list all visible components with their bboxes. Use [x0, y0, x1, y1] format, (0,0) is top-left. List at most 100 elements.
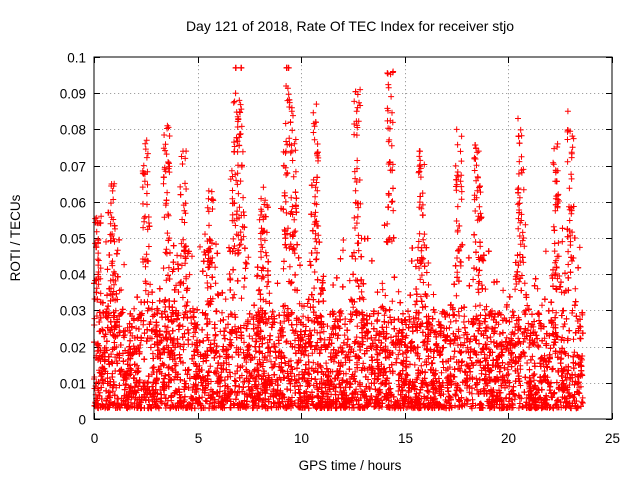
data-point — [231, 291, 238, 298]
data-point — [347, 381, 354, 388]
data-point — [559, 238, 566, 245]
data-point — [518, 395, 525, 402]
data-point — [430, 291, 437, 298]
data-point — [294, 332, 301, 339]
data-point — [240, 194, 247, 201]
data-point — [435, 318, 442, 325]
data-point — [576, 244, 583, 251]
data-point — [341, 332, 348, 339]
data-point — [447, 318, 454, 325]
data-point — [300, 313, 307, 320]
data-point — [503, 394, 510, 401]
data-point — [322, 346, 329, 353]
data-point — [504, 366, 511, 373]
data-point — [280, 265, 287, 272]
data-point — [291, 373, 298, 380]
data-point — [334, 335, 341, 342]
data-point — [135, 365, 142, 372]
data-point — [212, 264, 219, 271]
data-point — [305, 370, 311, 377]
data-point — [574, 380, 581, 387]
data-point — [353, 334, 360, 341]
data-point — [500, 287, 507, 294]
data-point — [468, 390, 475, 397]
data-point — [263, 252, 270, 259]
data-point — [516, 355, 523, 362]
data-point — [229, 211, 236, 218]
y-tick-label: 0.09 — [60, 87, 86, 102]
data-point — [324, 323, 331, 330]
y-tick-labels: 00.010.020.030.040.050.060.070.080.090.1 — [60, 51, 87, 428]
data-point — [197, 243, 203, 250]
data-point — [560, 323, 567, 330]
data-point — [311, 285, 318, 292]
data-point — [440, 391, 447, 398]
data-point — [472, 303, 479, 310]
data-point — [179, 294, 186, 301]
data-point — [382, 292, 389, 299]
y-axis-label: ROTI / TECUs — [8, 194, 23, 281]
data-point — [515, 405, 522, 411]
data-point — [526, 344, 533, 351]
data-point — [425, 281, 432, 288]
data-point — [231, 98, 238, 105]
data-point — [226, 271, 233, 277]
data-point — [94, 256, 101, 263]
data-point — [481, 306, 488, 313]
data-point — [281, 318, 288, 325]
data-point — [529, 353, 536, 360]
chart-title: Day 121 of 2018, Rate Of TEC Index for r… — [186, 18, 514, 34]
data-point — [511, 330, 518, 337]
data-point — [389, 298, 396, 305]
data-point — [352, 255, 359, 262]
data-point — [495, 353, 502, 360]
data-point — [312, 184, 319, 191]
data-point — [521, 280, 528, 287]
data-point — [156, 285, 163, 292]
data-point — [558, 355, 565, 362]
data-point — [524, 302, 531, 309]
data-point — [460, 319, 467, 325]
data-point — [229, 354, 236, 361]
data-point — [148, 335, 155, 342]
data-point — [271, 344, 278, 351]
data-point — [396, 347, 403, 354]
data-point — [534, 285, 541, 292]
y-tick-label: 0.08 — [60, 123, 86, 138]
data-point — [470, 276, 477, 283]
data-point — [121, 261, 128, 268]
data-point — [446, 324, 453, 331]
data-point — [535, 344, 542, 351]
data-point — [200, 358, 207, 365]
y-tick-label: 0.01 — [60, 377, 86, 392]
data-point — [416, 389, 423, 396]
data-point — [577, 383, 584, 390]
y-tick-label: 0 — [78, 413, 86, 428]
data-point — [342, 316, 349, 322]
data-point — [522, 307, 529, 314]
data-point — [360, 360, 367, 367]
data-point — [291, 250, 298, 257]
data-point — [103, 344, 109, 351]
data-point — [242, 259, 249, 266]
data-point — [283, 338, 290, 345]
data-point — [112, 354, 119, 361]
data-point — [464, 344, 471, 351]
data-point — [338, 391, 345, 398]
data-point — [572, 285, 579, 292]
data-point — [180, 236, 187, 243]
data-point — [473, 375, 480, 382]
data-point — [524, 360, 531, 366]
data-point — [314, 339, 321, 346]
data-point — [379, 280, 386, 287]
x-tick-label: 15 — [398, 431, 413, 446]
data-point — [113, 384, 120, 391]
data-point — [456, 312, 463, 319]
data-point — [410, 405, 416, 412]
data-point — [245, 254, 252, 261]
data-point — [241, 322, 247, 329]
data-point — [577, 359, 584, 366]
data-point — [241, 339, 247, 346]
data-point — [256, 356, 263, 363]
data-point — [463, 361, 470, 368]
